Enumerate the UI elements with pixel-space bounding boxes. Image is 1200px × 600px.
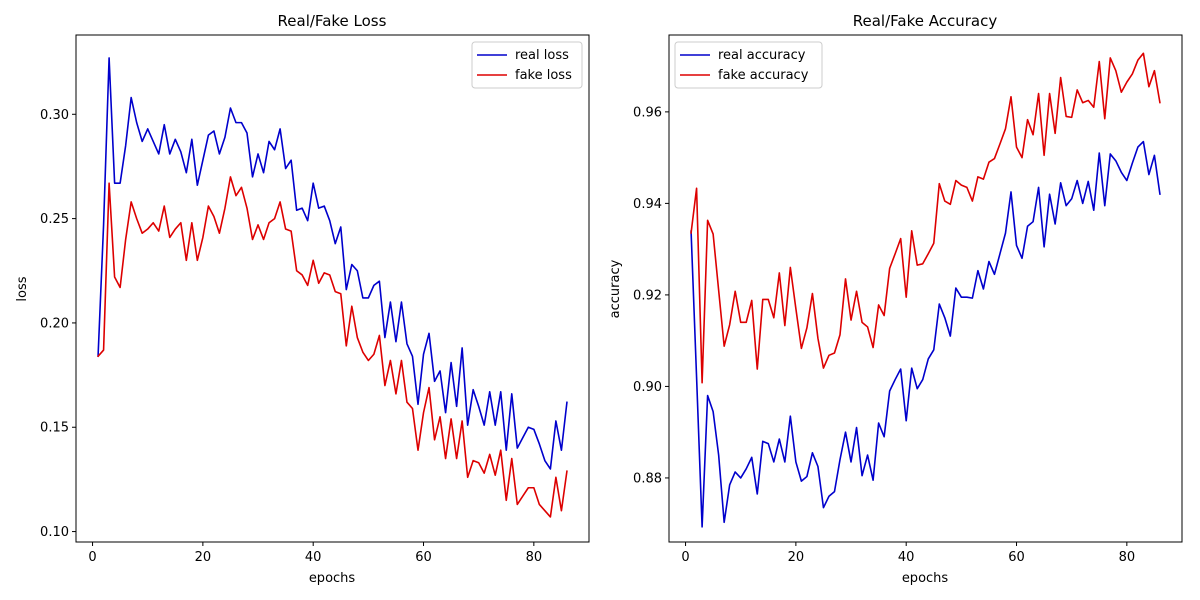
series-line-fake-loss [97,176,568,518]
x-tick-label: 20 [195,550,212,565]
y-tick-label: 0.30 [40,108,69,123]
y-tick-label: 0.20 [40,316,69,331]
legend: real accuracy fake accuracy [674,41,823,89]
plot-frame [75,34,590,543]
x-axis-ticks: 0 20 40 60 80 [681,542,1135,565]
x-tick-label: 20 [788,550,805,565]
legend: real loss fake loss [471,41,583,89]
x-axis-ticks: 0 20 40 60 80 [88,542,542,565]
legend-label-fake-loss: fake loss [515,68,572,83]
x-tick-label: 80 [526,550,543,565]
legend-box [674,41,823,89]
legend-label-real-loss: real loss [515,48,569,63]
x-tick-label: 60 [415,550,432,565]
chart-title: Real/Fake Accuracy [853,12,998,30]
chart-title: Real/Fake Loss [278,12,387,30]
y-tick-label: 0.10 [40,525,69,540]
series-lines [97,57,568,518]
legend-box [471,41,583,89]
legend-label-fake-accuracy: fake accuracy [718,68,809,83]
y-axis-label: accuracy [608,259,623,318]
series-line-real-loss [97,57,568,470]
series-line-real-accuracy [690,140,1161,528]
series-line-fake-accuracy [690,52,1161,384]
x-tick-label: 40 [305,550,322,565]
x-axis-label: epochs [309,571,356,586]
y-axis-ticks: 0.10 0.15 0.20 0.25 0.30 [40,108,76,540]
y-tick-label: 0.90 [633,380,662,395]
x-tick-label: 60 [1008,550,1025,565]
y-tick-label: 0.96 [633,105,662,120]
series-lines [690,52,1161,528]
y-axis-ticks: 0.88 0.90 0.92 0.94 0.96 [633,105,669,486]
y-tick-label: 0.25 [40,212,69,227]
x-axis-label: epochs [902,571,949,586]
legend-label-real-accuracy: real accuracy [718,48,806,63]
x-tick-label: 80 [1119,550,1136,565]
y-tick-label: 0.92 [633,288,662,303]
x-tick-label: 0 [88,550,96,565]
y-tick-label: 0.88 [633,471,662,486]
plot-frame [668,34,1183,543]
y-axis-label: loss [15,276,30,301]
y-tick-label: 0.15 [40,421,69,436]
accuracy-chart: Real/Fake Accuracy epochs accuracy 0 20 40… [608,12,1183,586]
y-tick-label: 0.94 [633,197,662,212]
loss-chart: Real/Fake Loss epochs loss 0 20 40 60 80 0.1… [15,12,590,586]
x-tick-label: 40 [898,550,915,565]
x-tick-label: 0 [681,550,689,565]
